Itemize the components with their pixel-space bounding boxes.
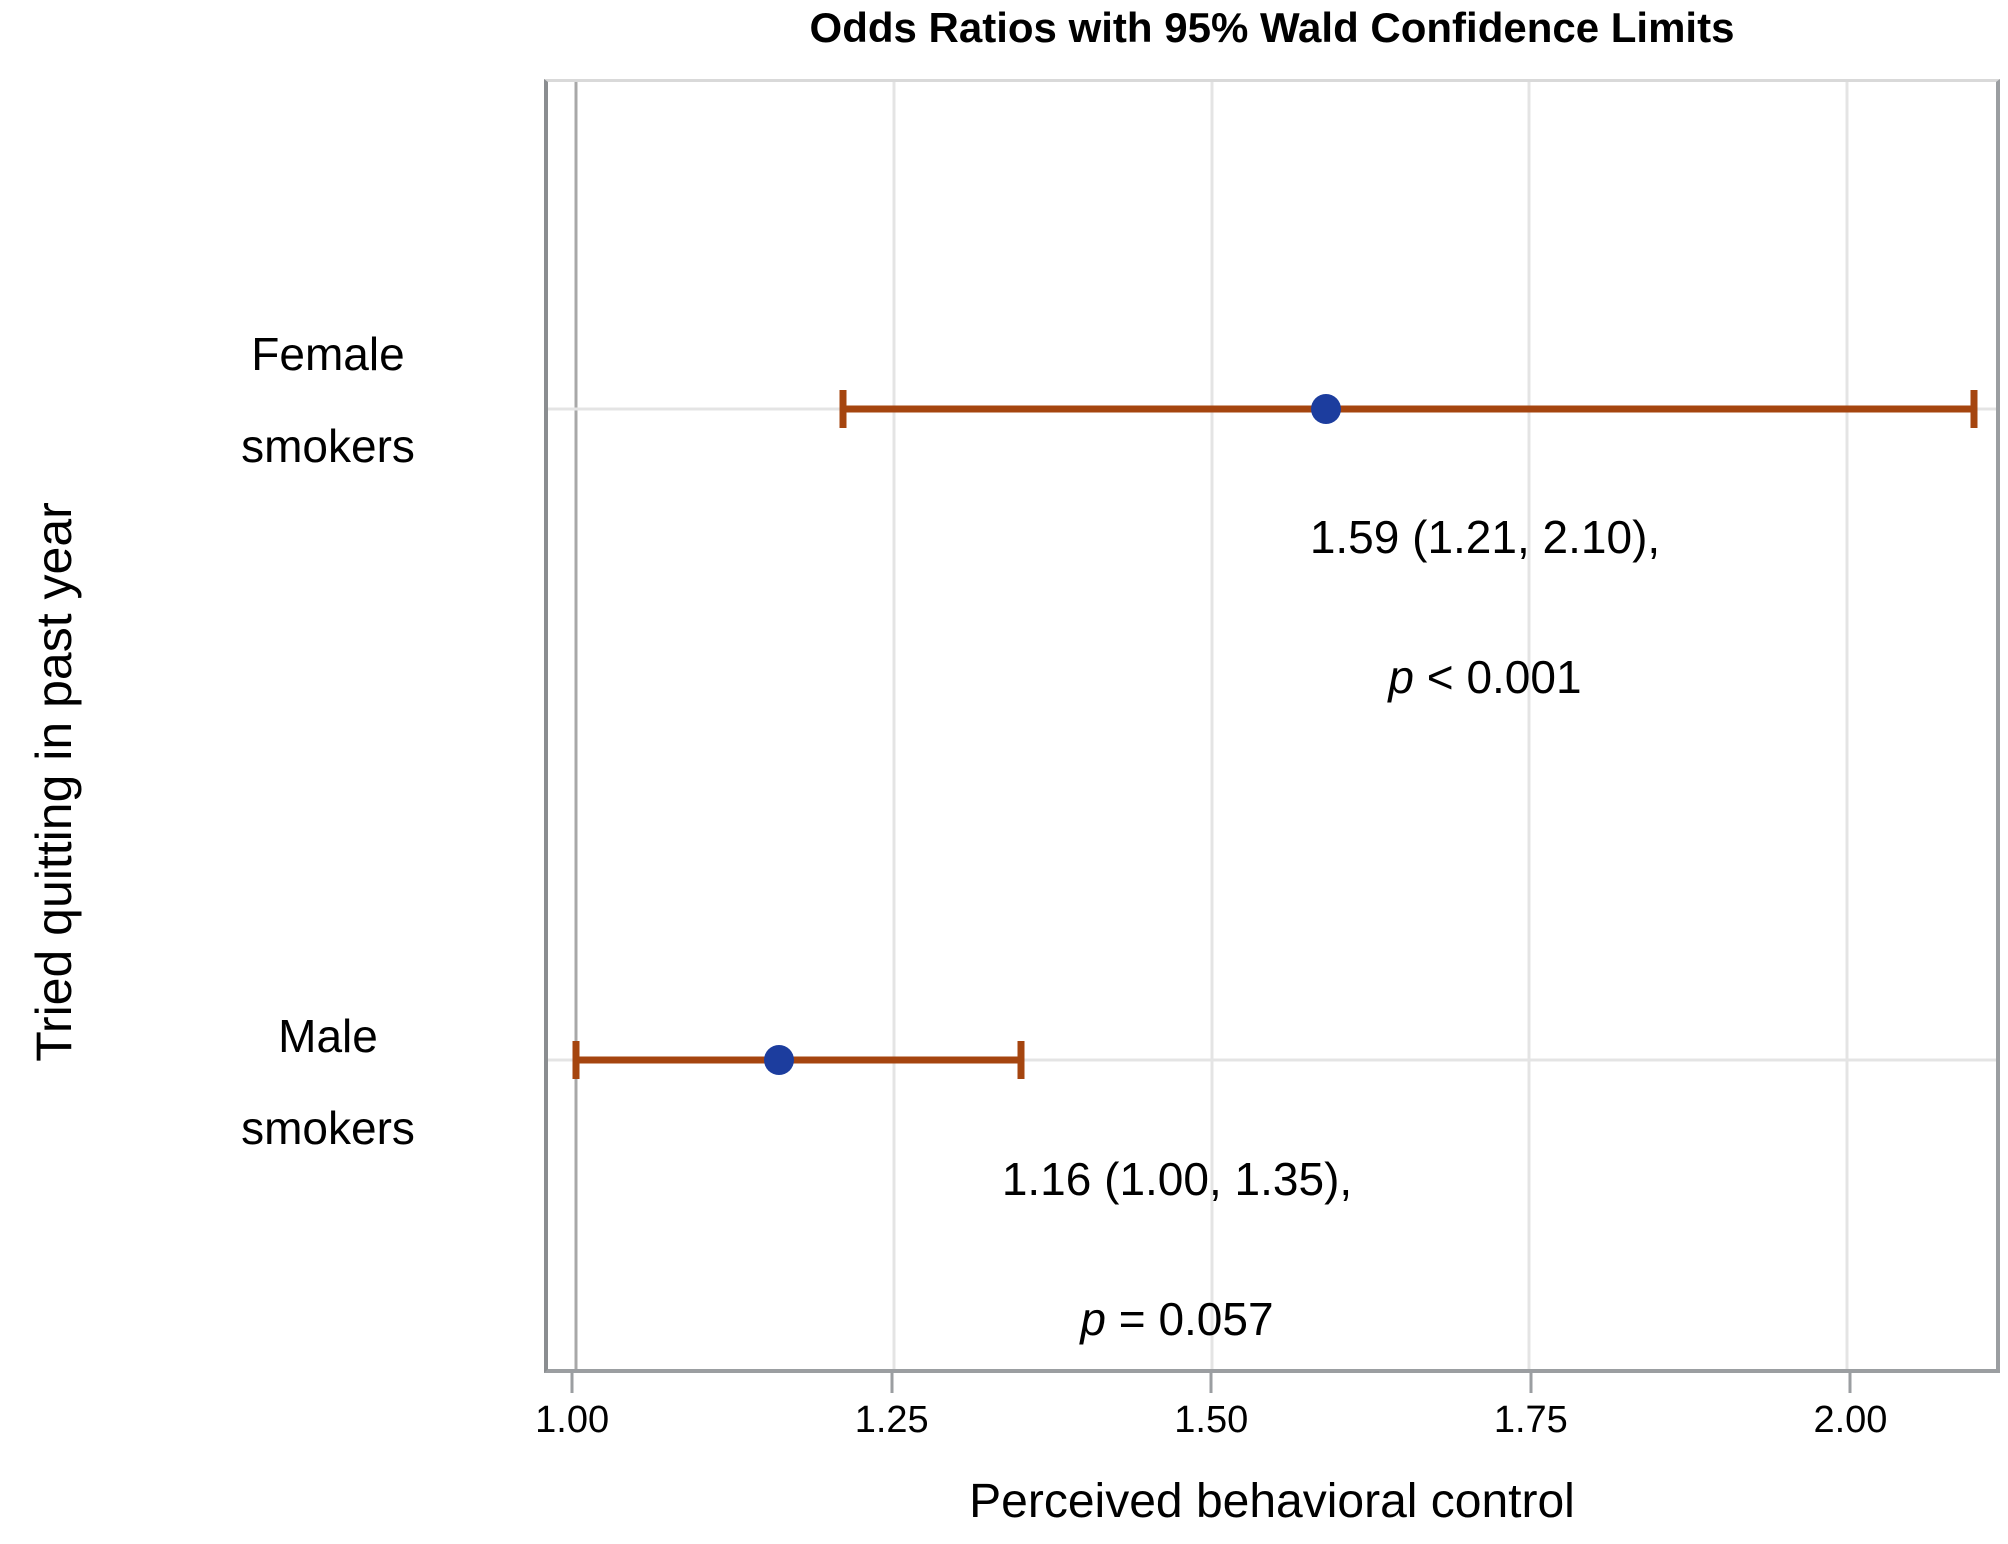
plot-area bbox=[544, 79, 2000, 1373]
x-tick-label: 1.75 bbox=[1493, 1399, 1568, 1441]
x-tick-mark bbox=[890, 1373, 894, 1393]
odds-ratio-marker bbox=[764, 1045, 795, 1076]
x-axis: 1.00 1.25 1.50 1.75 2.00 bbox=[535, 1373, 2000, 1463]
v-gridline bbox=[1527, 82, 1531, 1369]
v-gridline bbox=[1845, 82, 1849, 1369]
x-tick-mark bbox=[1848, 1373, 1852, 1393]
p-value-text: p < 0.001 bbox=[1388, 651, 1582, 703]
v-gridline bbox=[892, 82, 896, 1369]
x-tick-label: 1.00 bbox=[535, 1399, 610, 1441]
x-tick-label: 2.00 bbox=[1813, 1399, 1888, 1441]
annotation-male-smokers: 1.16 (1.00, 1.35), p = 0.057 bbox=[1002, 1109, 1352, 1389]
chart-title: Odds Ratios with 95% Wald Confidence Lim… bbox=[809, 4, 1735, 51]
category-label-male-smokers: Male smokers bbox=[241, 990, 415, 1174]
category-label-line: Female bbox=[251, 328, 405, 380]
error-bar-cap bbox=[1970, 389, 1978, 428]
error-bar-cap bbox=[839, 389, 847, 428]
or-ci-text: 1.16 (1.00, 1.35), bbox=[1001, 1153, 1353, 1205]
odds-ratio-marker bbox=[1311, 393, 1342, 424]
or-ci-text: 1.59 (1.21, 2.10), bbox=[1309, 511, 1661, 563]
error-bar-cap bbox=[1017, 1041, 1025, 1080]
x-tick-label: 1.50 bbox=[1174, 1399, 1249, 1441]
x-tick-mark bbox=[1529, 1373, 1533, 1393]
error-bar-cap bbox=[572, 1041, 580, 1080]
x-tick-mark bbox=[1209, 1373, 1213, 1393]
v-gridline bbox=[1210, 82, 1214, 1369]
x-axis-title: Perceived behavioral control bbox=[969, 1475, 1575, 1528]
y-axis-title: Tried quitting in past year bbox=[26, 502, 82, 1062]
x-tick-mark bbox=[570, 1373, 574, 1393]
error-bar bbox=[575, 1056, 1021, 1064]
annotation-female-smokers: 1.59 (1.21, 2.10), p < 0.001 bbox=[1310, 467, 1660, 747]
h-gridline bbox=[548, 1058, 1996, 1062]
error-bar bbox=[842, 405, 1975, 413]
category-label-line: smokers bbox=[241, 420, 415, 472]
category-label-line: Male bbox=[278, 1010, 378, 1062]
x-tick-label: 1.25 bbox=[854, 1399, 929, 1441]
category-label-line: smokers bbox=[241, 1102, 415, 1154]
category-label-female-smokers: Female smokers bbox=[241, 308, 415, 492]
reference-line bbox=[574, 82, 578, 1369]
p-value-text: p = 0.057 bbox=[1080, 1293, 1274, 1345]
